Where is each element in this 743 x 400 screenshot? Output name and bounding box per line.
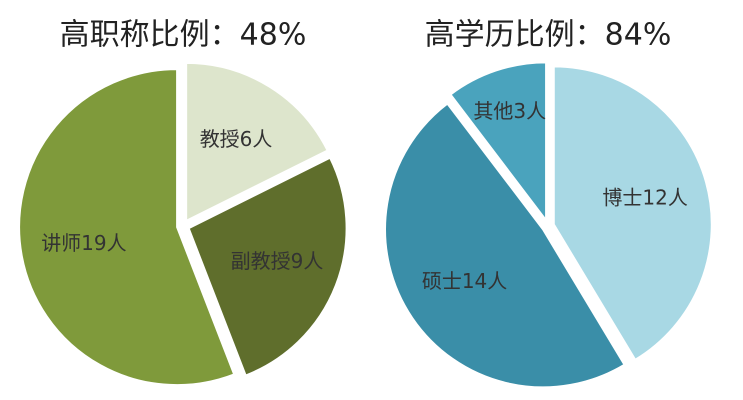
pie-slice xyxy=(18,68,236,387)
slice-label: 副教授9人 xyxy=(231,249,324,273)
slice-label: 讲师19人 xyxy=(41,231,126,255)
pie-slice xyxy=(552,65,713,362)
slice-label: 硕士14人 xyxy=(422,269,507,293)
slice-label: 其他3人 xyxy=(473,99,546,123)
slice-label: 博士12人 xyxy=(602,186,687,210)
pie-slice xyxy=(185,61,329,223)
chart-title: 高学历比例：84% xyxy=(425,18,672,53)
pie-slice xyxy=(187,156,348,377)
pie-slice xyxy=(449,61,548,224)
chart-title: 高职称比例：48% xyxy=(60,18,307,53)
pie-slice xyxy=(384,102,626,389)
slice-label: 教授6人 xyxy=(200,127,273,151)
